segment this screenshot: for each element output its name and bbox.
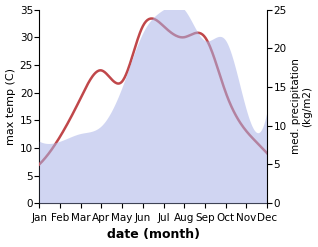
X-axis label: date (month): date (month) <box>107 228 200 242</box>
Y-axis label: med. precipitation
(kg/m2): med. precipitation (kg/m2) <box>291 59 313 154</box>
Y-axis label: max temp (C): max temp (C) <box>5 68 16 145</box>
